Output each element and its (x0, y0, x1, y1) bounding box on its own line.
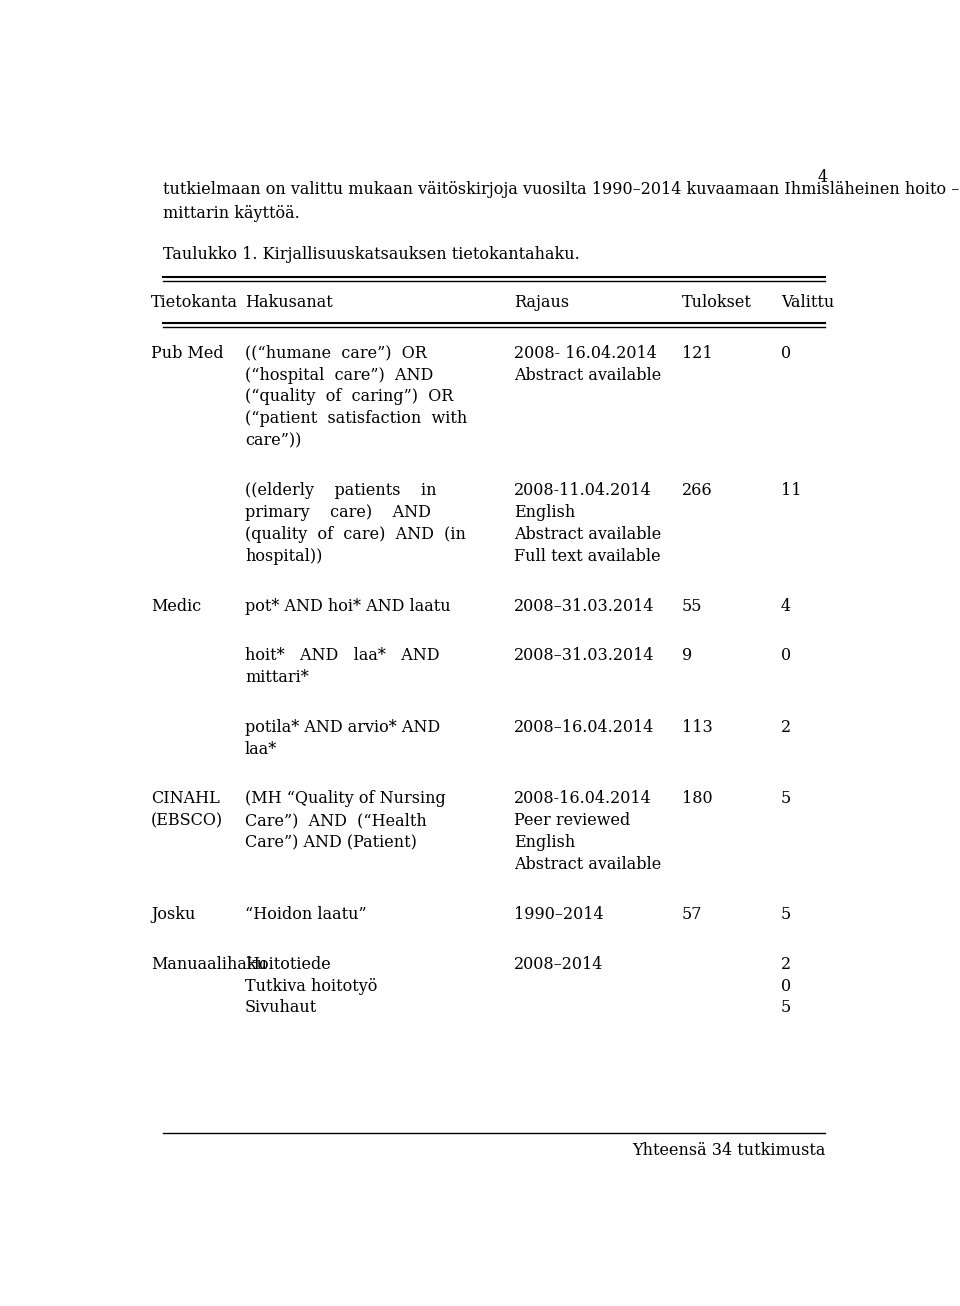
Text: hospital)): hospital)) (245, 549, 323, 565)
Text: Hakusanat: Hakusanat (245, 294, 333, 311)
Text: Sivuhaut: Sivuhaut (245, 999, 317, 1016)
Text: 2: 2 (780, 956, 791, 973)
Text: 2: 2 (780, 718, 791, 735)
Text: Tulokset: Tulokset (682, 294, 752, 311)
Text: ((“humane  care”)  OR: ((“humane care”) OR (245, 345, 427, 362)
Text: (“patient  satisfaction  with: (“patient satisfaction with (245, 410, 468, 427)
Text: 5: 5 (780, 999, 791, 1016)
Text: 180: 180 (682, 790, 712, 807)
Text: mittari*: mittari* (245, 669, 309, 686)
Text: 5: 5 (780, 790, 791, 807)
Text: potila* AND arvio* AND: potila* AND arvio* AND (245, 718, 440, 735)
Text: 5: 5 (780, 906, 791, 923)
Text: Abstract available: Abstract available (515, 526, 661, 543)
Text: 4: 4 (780, 598, 791, 615)
Text: ((elderly    patients    in: ((elderly patients in (245, 482, 437, 499)
Text: Rajaus: Rajaus (515, 294, 569, 311)
Text: care”)): care”)) (245, 432, 301, 449)
Text: 57: 57 (682, 906, 702, 923)
Text: 1990–2014: 1990–2014 (515, 906, 604, 923)
Text: 2008-16.04.2014: 2008-16.04.2014 (515, 790, 652, 807)
Text: Peer reviewed: Peer reviewed (515, 812, 631, 829)
Text: 4: 4 (818, 168, 828, 185)
Text: 266: 266 (682, 482, 712, 499)
Text: pot* AND hoi* AND laatu: pot* AND hoi* AND laatu (245, 598, 450, 615)
Text: Abstract available: Abstract available (515, 367, 661, 384)
Text: 2008–31.03.2014: 2008–31.03.2014 (515, 598, 655, 615)
Text: primary    care)    AND: primary care) AND (245, 504, 431, 521)
Text: Pub Med: Pub Med (152, 345, 224, 362)
Text: 121: 121 (682, 345, 712, 362)
Text: 2008–16.04.2014: 2008–16.04.2014 (515, 718, 655, 735)
Text: (“quality  of  caring”)  OR: (“quality of caring”) OR (245, 388, 453, 405)
Text: 2008–2014: 2008–2014 (515, 956, 604, 973)
Text: hoit*   AND   laa*   AND: hoit* AND laa* AND (245, 648, 440, 665)
Text: mittarin käyttöä.: mittarin käyttöä. (162, 205, 300, 222)
Text: Full text available: Full text available (515, 549, 660, 565)
Text: Tutkiva hoitotyö: Tutkiva hoitotyö (245, 977, 377, 995)
Text: 2008-11.04.2014: 2008-11.04.2014 (515, 482, 652, 499)
Text: laa*: laa* (245, 741, 277, 757)
Text: “Hoidon laatu”: “Hoidon laatu” (245, 906, 367, 923)
Text: Manuaalihaku: Manuaalihaku (152, 956, 267, 973)
Text: 11: 11 (780, 482, 802, 499)
Text: English: English (515, 835, 576, 852)
Text: 55: 55 (682, 598, 702, 615)
Text: Tietokanta: Tietokanta (152, 294, 238, 311)
Text: CINAHL: CINAHL (152, 790, 220, 807)
Text: Hoitotiede: Hoitotiede (245, 956, 331, 973)
Text: 0: 0 (780, 977, 791, 995)
Text: 9: 9 (682, 648, 692, 665)
Text: Yhteensä 34 tutkimusta: Yhteensä 34 tutkimusta (632, 1143, 826, 1160)
Text: English: English (515, 504, 576, 521)
Text: (EBSCO): (EBSCO) (152, 812, 224, 829)
Text: 0: 0 (780, 648, 791, 665)
Text: Josku: Josku (152, 906, 196, 923)
Text: Medic: Medic (152, 598, 202, 615)
Text: (MH “Quality of Nursing: (MH “Quality of Nursing (245, 790, 445, 807)
Text: Care”)  AND  (“Health: Care”) AND (“Health (245, 812, 427, 829)
Text: 2008- 16.04.2014: 2008- 16.04.2014 (515, 345, 658, 362)
Text: 0: 0 (780, 345, 791, 362)
Text: Care”) AND (Patient): Care”) AND (Patient) (245, 835, 417, 852)
Text: Valittu: Valittu (780, 294, 834, 311)
Text: Taulukko 1. Kirjallisuuskatsauksen tietokantahaku.: Taulukko 1. Kirjallisuuskatsauksen tieto… (162, 246, 580, 263)
Text: (“hospital  care”)  AND: (“hospital care”) AND (245, 367, 433, 384)
Text: (quality  of  care)  AND  (in: (quality of care) AND (in (245, 526, 466, 543)
Text: 113: 113 (682, 718, 712, 735)
Text: tutkielmaan on valittu mukaan väitöskirjoja vuosilta 1990–2014 kuvaamaan Ihmislä: tutkielmaan on valittu mukaan väitöskirj… (162, 180, 959, 197)
Text: Abstract available: Abstract available (515, 857, 661, 874)
Text: 2008–31.03.2014: 2008–31.03.2014 (515, 648, 655, 665)
